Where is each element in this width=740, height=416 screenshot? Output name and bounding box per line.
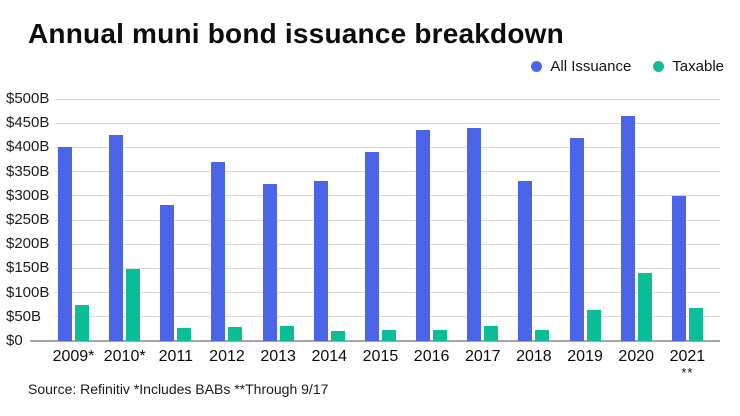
bar-taxable[interactable]: [688, 308, 703, 341]
bar-group-2018: 2018: [516, 181, 552, 365]
bar-taxable[interactable]: [381, 329, 396, 341]
gridline: [55, 122, 720, 124]
gridline: [55, 146, 720, 148]
bar-group-2016: 2016: [414, 130, 449, 365]
y-axis-tick-label: $350B: [6, 162, 50, 180]
bar-all-issuance[interactable]: [364, 152, 379, 341]
bar-taxable[interactable]: [279, 325, 294, 341]
bar-all-issuance[interactable]: [620, 115, 635, 341]
bar-all-issuance[interactable]: [416, 130, 431, 341]
bar-group-2010: 2010*: [104, 135, 146, 365]
gridline: [55, 292, 720, 294]
bar-all-issuance[interactable]: [262, 183, 277, 341]
bar-all-issuance[interactable]: [467, 128, 482, 341]
legend-dot-taxable-icon: [653, 61, 665, 72]
bar-group-2015: 2015: [363, 152, 398, 365]
gridline: [55, 219, 720, 221]
bar-taxable[interactable]: [75, 304, 89, 341]
bar-group-2021: 2021 **: [670, 195, 705, 379]
y-axis-tick-label: $250B: [6, 211, 50, 228]
x-axis-tick-label: 2017: [464, 348, 501, 365]
bar-taxable[interactable]: [433, 329, 448, 341]
x-axis-tick-label: 2015: [362, 348, 399, 365]
x-axis-tick-label: 2013: [260, 348, 296, 365]
bar-taxable[interactable]: [126, 269, 141, 341]
bar-group-2017: 2017: [465, 128, 501, 365]
bar-all-issuance[interactable]: [109, 135, 124, 341]
bar-all-issuance[interactable]: [671, 195, 686, 341]
y-axis-tick-label: $150B: [6, 259, 50, 277]
x-axis-line: [30, 340, 720, 342]
y-axis-tick-label: $100B: [6, 283, 50, 301]
source-note: Source: Refinitiv *Includes BABs **Throu…: [28, 381, 329, 397]
bar-taxable[interactable]: [586, 309, 601, 341]
x-axis-tick-label: 2016: [413, 348, 450, 365]
bar-all-issuance[interactable]: [313, 181, 328, 341]
x-axis-tick-label: 2019: [567, 348, 603, 365]
bar-group-2013: 2013: [260, 183, 296, 365]
x-axis-tick-label: 2010*: [103, 348, 146, 365]
bar-group-2009: 2009*: [53, 147, 94, 365]
bar-taxable[interactable]: [637, 273, 652, 341]
y-axis-tick-label: $200B: [6, 235, 50, 253]
bar-taxable[interactable]: [535, 329, 550, 341]
y-axis-tick-label: $50B: [6, 307, 42, 325]
bar-all-issuance[interactable]: [58, 147, 72, 341]
bar-taxable[interactable]: [228, 327, 243, 341]
bars: 2009* 2010* 2011 2012 2013 2014 2015 2016 2017 20…: [53, 99, 720, 379]
gridline: [55, 171, 720, 173]
footnote-marker: **: [681, 364, 694, 380]
legend: All Issuance Taxable: [531, 58, 724, 75]
gridline: [55, 316, 720, 318]
x-axis-tick-label: 2012: [209, 348, 245, 365]
bar-taxable[interactable]: [177, 328, 192, 341]
y-axis-tick-label: $0: [6, 332, 23, 349]
gridline: [55, 98, 720, 100]
bar-all-issuance[interactable]: [160, 205, 175, 341]
legend-label: Taxable: [672, 58, 724, 75]
chart-title: Annual muni bond issuance breakdown: [28, 18, 564, 49]
y-axis-tick-label: $300B: [6, 186, 50, 204]
x-axis-tick-label: 2014: [311, 348, 348, 365]
x-axis-tick-label: 2009*: [52, 348, 95, 365]
plot-area: $500B $450B $400B $350B $300B $250B $200B $150B…: [0, 90, 740, 379]
legend-item-all-issuance[interactable]: All Issuance: [531, 58, 631, 75]
bar-all-issuance[interactable]: [569, 137, 584, 341]
bar-group-2020: 2020: [618, 115, 654, 365]
y-axis-tick-label: $400B: [6, 138, 50, 156]
bar-taxable[interactable]: [330, 331, 345, 341]
bar-taxable[interactable]: [484, 325, 499, 341]
bar-group-2014: 2014: [311, 181, 347, 365]
x-axis-tick-label: 2021 **: [669, 348, 706, 380]
bar-all-issuance[interactable]: [518, 181, 533, 341]
x-axis-tick-label: 2020: [618, 348, 655, 365]
x-axis-tick-label: 2018: [516, 348, 552, 365]
bar-group-2019: 2019: [567, 137, 603, 365]
y-axis-tick-label: $500B: [6, 90, 50, 107]
legend-dot-all-issuance-icon: [531, 61, 543, 72]
bar-group-2012: 2012: [209, 161, 245, 365]
gridline: [55, 195, 720, 197]
gridline: [55, 267, 720, 269]
x-axis-tick-label: 2011: [158, 348, 194, 365]
legend-label: All Issuance: [550, 58, 632, 75]
gridline: [55, 243, 720, 245]
bar-all-issuance[interactable]: [211, 161, 226, 341]
bar-group-2011: 2011: [159, 205, 193, 365]
legend-item-taxable[interactable]: Taxable: [653, 58, 724, 75]
y-axis-tick-label: $450B: [6, 114, 50, 132]
